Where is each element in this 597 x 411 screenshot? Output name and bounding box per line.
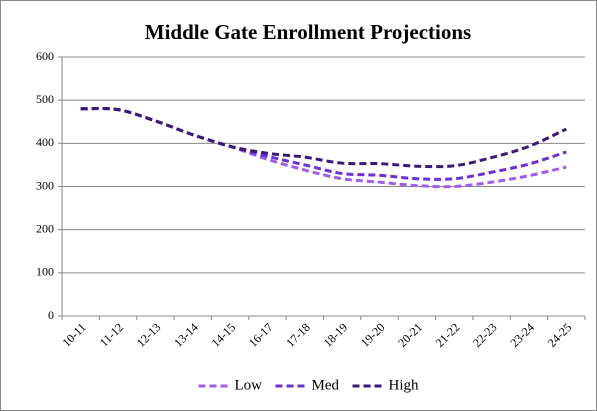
legend-label: Med	[312, 377, 340, 393]
y-tick-label: 600	[36, 49, 54, 63]
legend-label: Low	[235, 377, 263, 393]
y-tick-label: 300	[36, 178, 54, 192]
chart-title: Middle Gate Enrollment Projections	[145, 20, 471, 44]
y-tick-label: 200	[36, 221, 54, 235]
y-tick-label: 400	[36, 135, 54, 149]
y-tick-label: 500	[36, 92, 54, 106]
y-tick-label: 100	[36, 265, 54, 279]
y-tick-label: 0	[48, 308, 54, 322]
legend-label: High	[389, 377, 420, 393]
series-line	[80, 107, 567, 169]
